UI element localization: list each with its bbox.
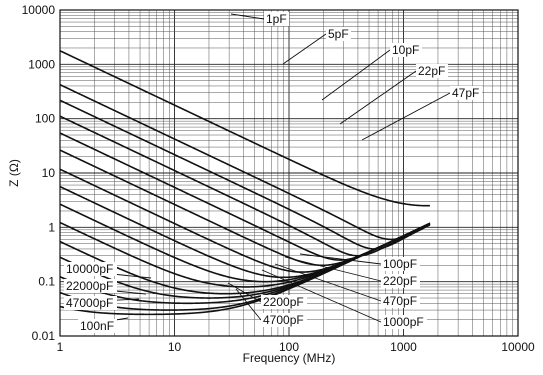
annotation-leader bbox=[261, 269, 382, 323]
annotation-label: 47pF bbox=[452, 86, 479, 100]
annotation-bg bbox=[261, 295, 307, 309]
annotation-bg bbox=[264, 12, 289, 26]
annotation-leader bbox=[299, 253, 382, 265]
annotation-label: 100nF bbox=[80, 319, 114, 333]
annotation-labels: 1pF 5pF 10pF 22pF 47pF 10000pF 22000pF 47000pF 1… bbox=[64, 12, 482, 333]
annotation-label: 47000pF bbox=[66, 296, 113, 310]
y-tick-label: 0.1 bbox=[38, 275, 55, 289]
x-tick-label: 1 bbox=[57, 340, 64, 354]
annotation-bg bbox=[416, 64, 448, 78]
impedance-curve bbox=[59, 99, 431, 250]
annotation-bg bbox=[381, 257, 420, 271]
annotation-label: 4700pF bbox=[263, 313, 304, 327]
annotation-label: 220pF bbox=[383, 274, 417, 288]
impedance-curve bbox=[59, 50, 430, 207]
annotation-label: 1000pF bbox=[383, 315, 424, 329]
y-axis-label: Z (Ω) bbox=[7, 159, 21, 187]
y-tick-label: 100 bbox=[35, 112, 55, 126]
y-tick-label: 1000 bbox=[28, 57, 55, 71]
x-tick-label: 10000 bbox=[501, 340, 535, 354]
annotation-bg bbox=[381, 315, 427, 329]
annotation-leader bbox=[274, 263, 382, 302]
annotation-leader bbox=[321, 49, 391, 101]
impedance-curve bbox=[59, 221, 431, 288]
annotation-leader bbox=[361, 92, 451, 141]
y-tick-label: 0.01 bbox=[32, 329, 56, 343]
annotation-bg bbox=[64, 296, 117, 310]
x-tick-label: 1000 bbox=[390, 340, 417, 354]
annotation-label: 10pF bbox=[392, 43, 419, 57]
annotation-bg bbox=[64, 279, 117, 293]
annotation-leader bbox=[284, 256, 382, 282]
annotation-label: 1pF bbox=[266, 12, 287, 26]
annotation-label: 22pF bbox=[418, 64, 445, 78]
annotation-bg bbox=[390, 43, 422, 57]
impedance-curve bbox=[59, 115, 431, 257]
annotation-bg bbox=[381, 294, 420, 308]
x-axis-label: Frequency (MHz) bbox=[243, 351, 336, 365]
annotation-label: 2200pF bbox=[263, 295, 304, 309]
series-curves bbox=[59, 50, 431, 316]
annotation-bg bbox=[381, 274, 420, 288]
annotation-label: 5pF bbox=[328, 27, 349, 41]
impedance-curve bbox=[59, 83, 431, 241]
tick-labels: 1 10 100 1000 10000 0.01 0.1 1 10 100 1000 10000 bbox=[22, 3, 535, 354]
annotation-leader bbox=[227, 282, 262, 303]
annotation-label: 22000pF bbox=[66, 279, 113, 293]
y-tick-label: 10000 bbox=[22, 3, 56, 17]
annotation-bg bbox=[78, 319, 117, 333]
x-tick-label: 100 bbox=[279, 340, 299, 354]
annotation-leaders bbox=[63, 13, 451, 327]
x-tick-label: 10 bbox=[168, 340, 182, 354]
impedance-curve bbox=[59, 132, 431, 261]
annotation-bg bbox=[261, 313, 307, 327]
y-tick-label: 1 bbox=[48, 220, 55, 234]
annotation-leader bbox=[230, 13, 265, 20]
annotation-label: 10000pF bbox=[66, 262, 113, 276]
annotation-label: 100pF bbox=[383, 257, 417, 271]
annotation-bg bbox=[64, 262, 117, 276]
plot-frame bbox=[59, 9, 519, 337]
annotation-leader bbox=[235, 288, 262, 321]
annotation-label: 470pF bbox=[383, 294, 417, 308]
annotation-leader bbox=[282, 33, 327, 65]
y-tick-label: 10 bbox=[42, 166, 56, 180]
annotation-leader bbox=[339, 70, 417, 125]
annotation-bg bbox=[326, 27, 351, 41]
grid bbox=[59, 10, 518, 337]
annotation-bg bbox=[450, 86, 482, 100]
